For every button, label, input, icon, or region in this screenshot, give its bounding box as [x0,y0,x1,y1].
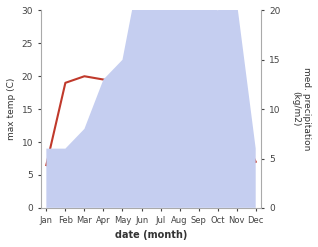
Y-axis label: max temp (C): max temp (C) [7,78,16,140]
X-axis label: date (month): date (month) [115,230,187,240]
Y-axis label: med. precipitation
(kg/m2): med. precipitation (kg/m2) [292,67,311,151]
